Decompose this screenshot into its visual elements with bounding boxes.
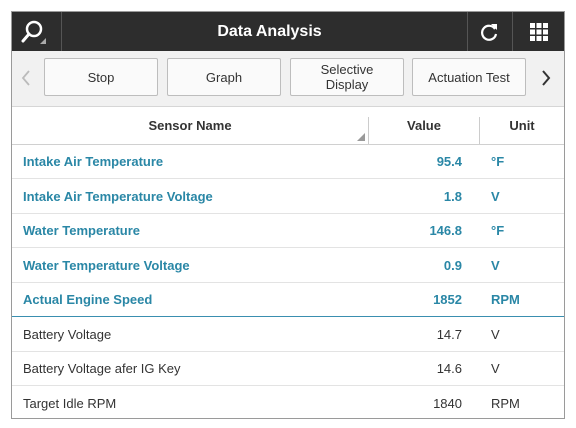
column-header: Unit [509,118,535,133]
toolbar-button[interactable]: Graph [167,58,281,96]
toolbar: Stop Graph Selective Display Actuation Test [12,51,564,107]
sensor-value: 146.8 [429,223,462,238]
sensor-value: 0.9 [443,257,462,273]
sensor-unit: V [491,326,500,342]
table-row[interactable]: Actual Engine Speed 1852 RPM [12,283,564,317]
column-separator [368,117,369,144]
sensor-value: 95.4 [436,154,462,169]
separator [512,12,513,51]
sensor-name: Target Idle RPM [23,395,117,411]
scroll-left[interactable] [20,69,32,87]
sensor-name: Water Temperature [23,223,141,238]
scroll-right[interactable] [540,69,552,87]
sensor-unit: V [491,361,500,376]
top-bar: Data Analysis [12,12,564,51]
column-separator [479,117,480,144]
search-icon[interactable] [20,17,54,47]
sensor-unit: °F [491,154,505,169]
sensor-name: Intake Air Temperature Voltage [23,188,213,204]
sensor-value: 1852 [433,292,462,307]
sensor-value: 1840 [433,395,462,411]
table-header: Sensor Name Value Unit [12,107,564,145]
sensor-name: Actual Engine Speed [23,292,153,307]
refresh-icon[interactable] [478,21,500,43]
sensor-name: Intake Air Temperature [23,154,164,169]
table-row[interactable]: Intake Air Temperature Voltage 1.8 V [12,180,564,214]
sensor-value: 14.6 [436,361,462,376]
column-header[interactable]: Sensor Name [148,118,232,133]
sort-indicator [357,133,365,141]
sensor-name: Water Temperature Voltage [23,257,190,273]
table-row[interactable]: Target Idle RPM 1840 RPM [12,387,564,419]
table-row[interactable]: Intake Air Temperature 95.4 °F [12,145,564,179]
toolbar-button[interactable]: Selective Display [290,58,404,96]
app-window: Data Analysis Stop Graph Selective Display… [11,11,565,419]
sensor-unit: RPM [491,395,520,411]
sensor-unit: V [491,257,500,273]
table-row[interactable]: Water Temperature 146.8 °F [12,214,564,248]
column-header: Value [407,118,441,133]
sensor-name: Battery Voltage afer IG Key [23,361,181,376]
sensor-value: 14.7 [436,326,462,342]
toolbar-button[interactable]: Stop [44,58,158,96]
table-row[interactable]: Water Temperature Voltage 0.9 V [12,249,564,283]
sensor-unit: °F [491,223,505,238]
sensor-name: Battery Voltage [23,326,112,342]
table-row[interactable]: Battery Voltage afer IG Key 14.6 V [12,352,564,386]
table-row[interactable]: Battery Voltage 14.7 V [12,318,564,352]
separator [61,12,62,51]
sensor-value: 1.8 [443,188,462,204]
menu-grid-icon[interactable] [530,23,548,41]
sensor-unit: V [491,188,500,204]
sensor-unit: RPM [491,292,520,307]
toolbar-button[interactable]: Actuation Test [412,58,526,96]
separator [467,12,468,51]
title: Data Analysis [217,23,322,40]
